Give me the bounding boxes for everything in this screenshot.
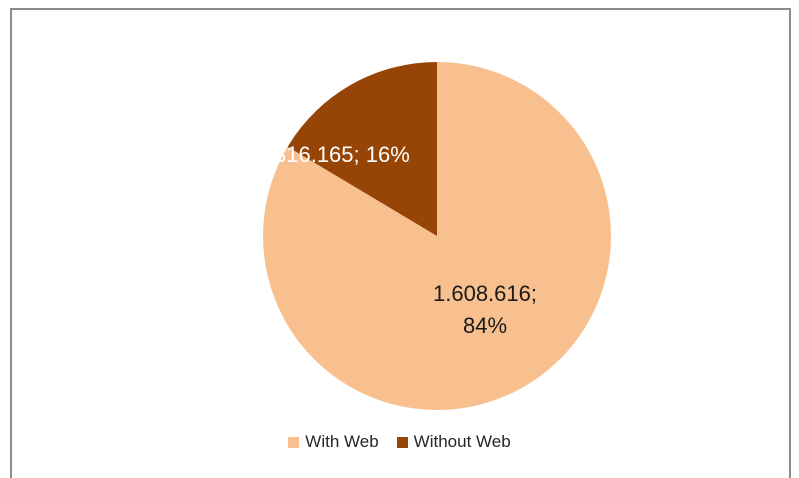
- legend-swatch-with-web: [288, 436, 300, 448]
- legend: With Web Without Web: [0, 432, 799, 452]
- data-label-with-web-percent: 84%: [462, 313, 508, 338]
- data-label-with-web: 1.608.616; 84%: [408, 278, 562, 342]
- pie-slice-with-web: [262, 62, 611, 410]
- pie-slice-without-web: [287, 62, 437, 236]
- legend-swatch-without-web: [396, 436, 408, 448]
- data-label-without-web: 316.165; 16%: [274, 142, 410, 167]
- data-label-with-web-value: 1.608.616;: [433, 281, 537, 306]
- legend-item-with-web: With Web: [288, 432, 379, 452]
- legend-label-with-web: With Web: [305, 432, 379, 451]
- legend-item-without-web: Without Web: [396, 432, 511, 452]
- legend-label-without-web: Without Web: [413, 432, 511, 451]
